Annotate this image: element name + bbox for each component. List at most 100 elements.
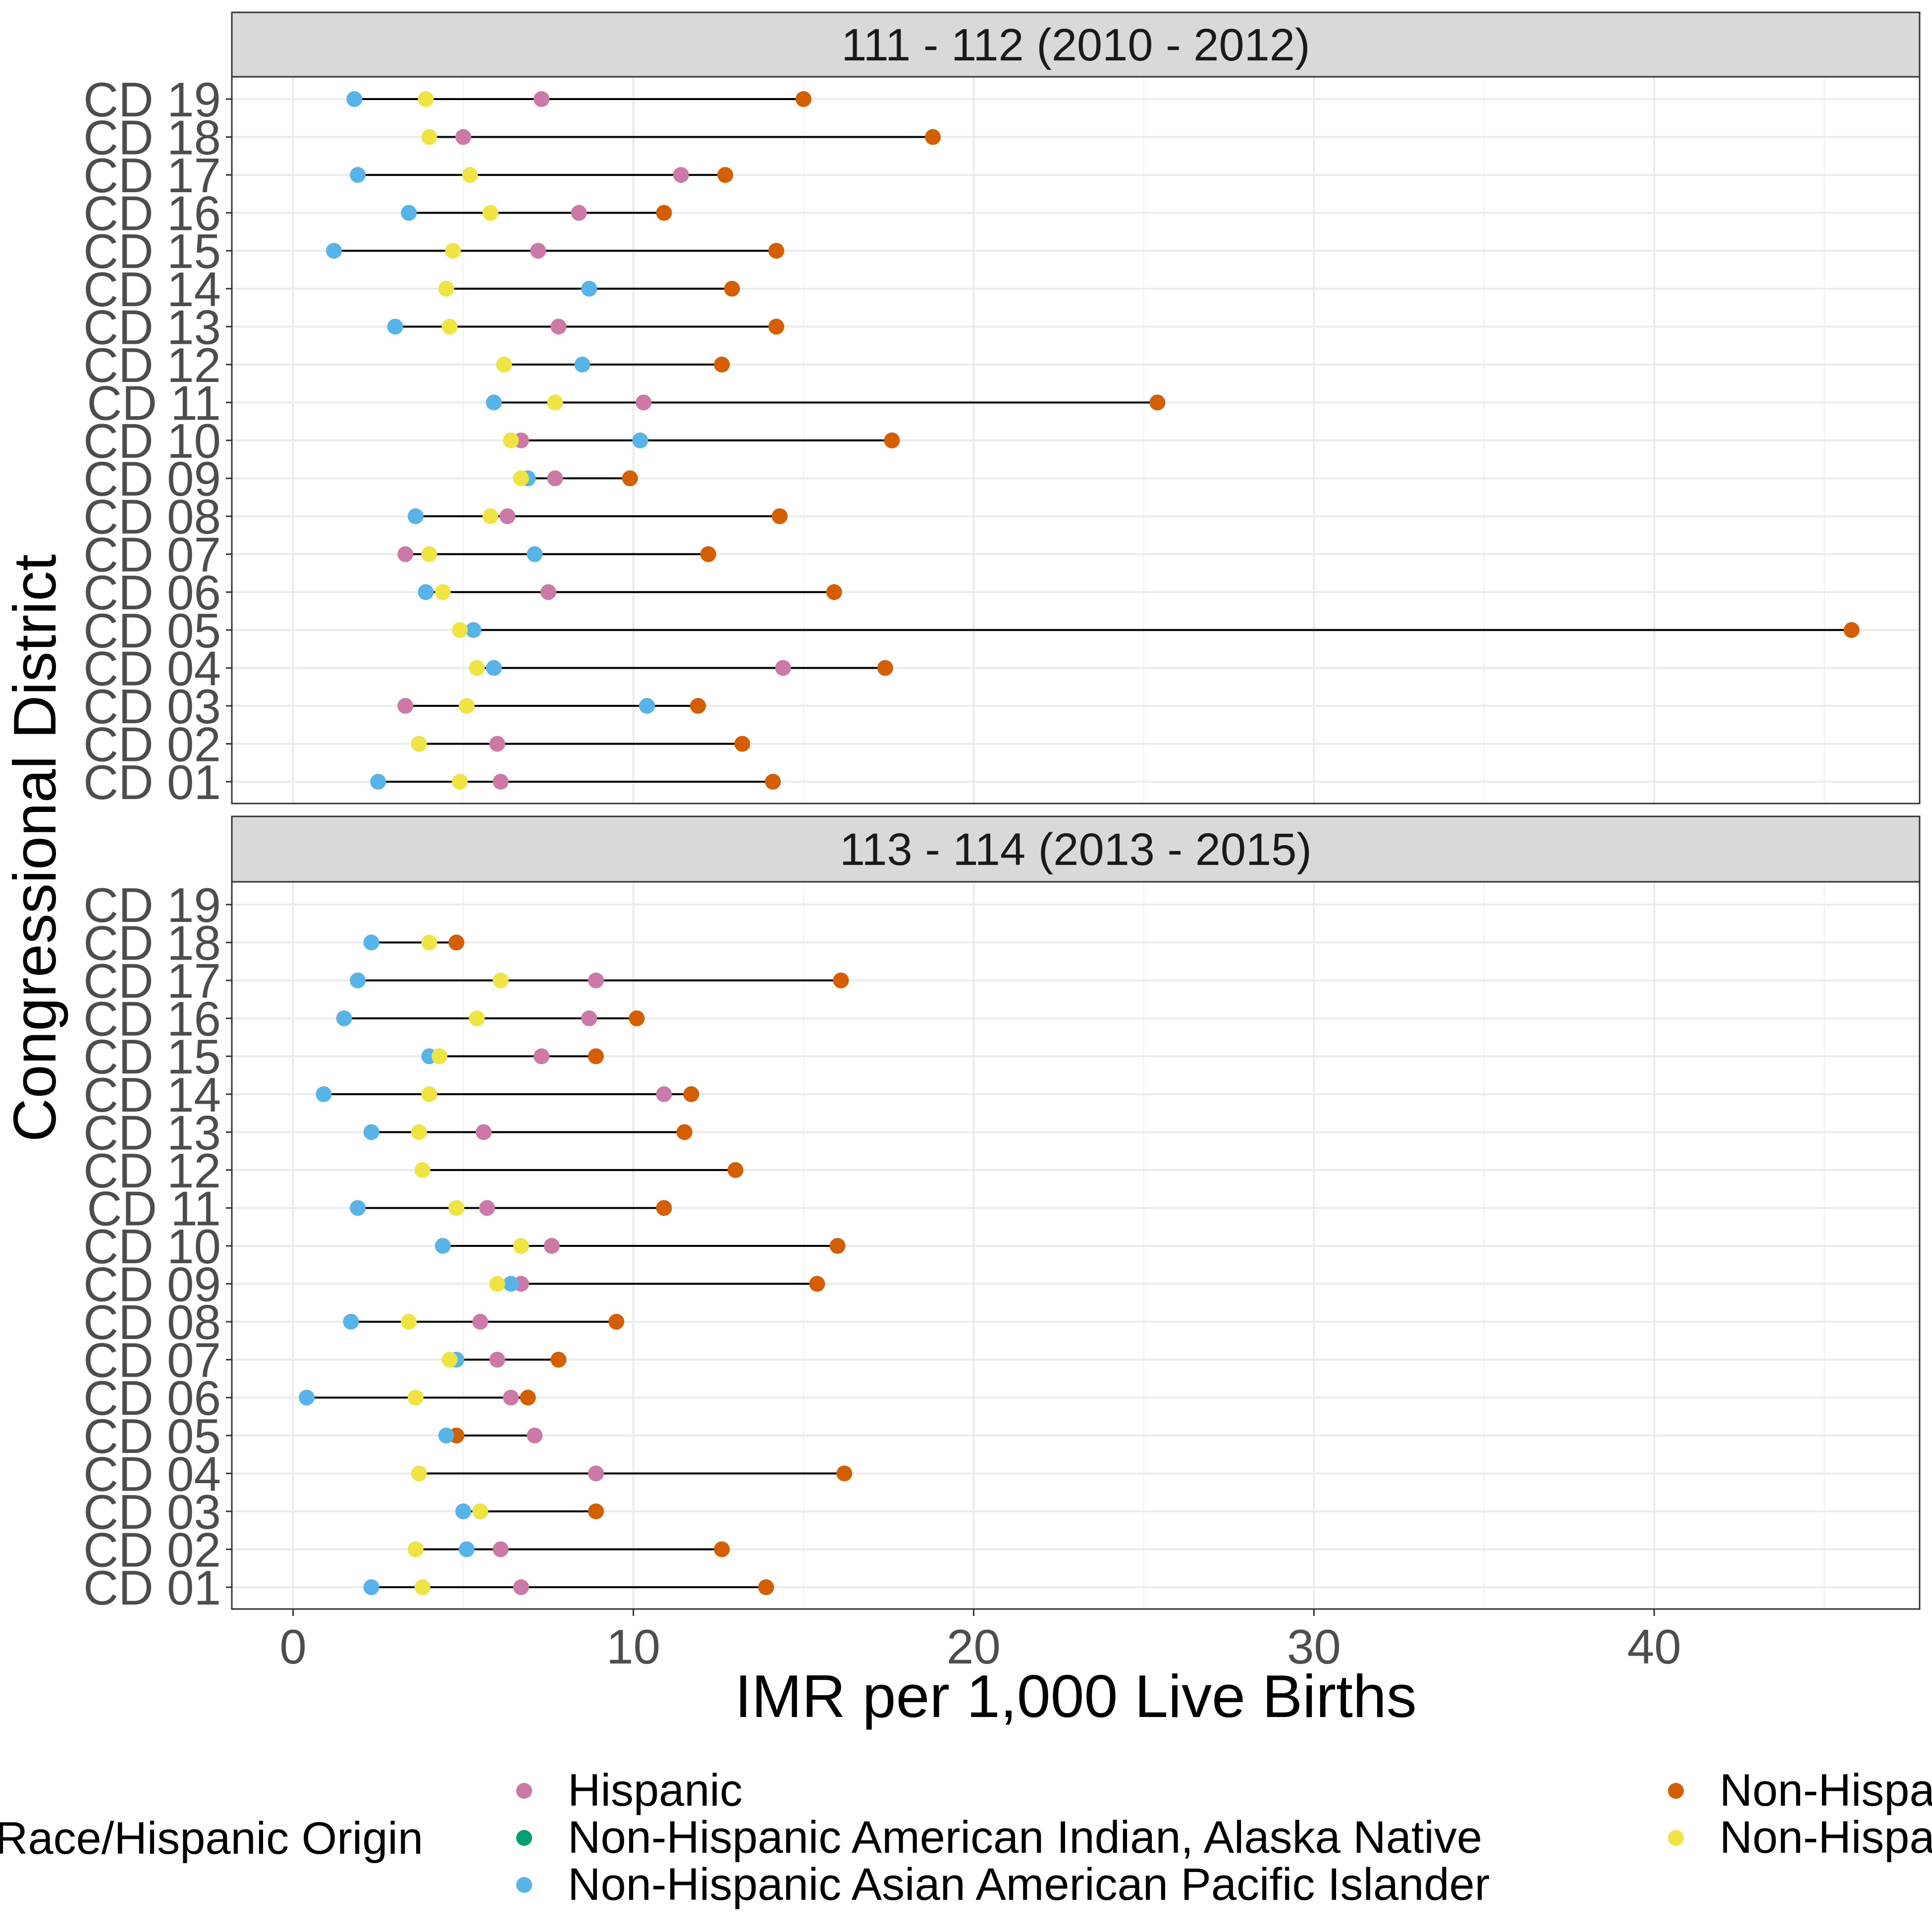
point-hispanic: [499, 508, 516, 525]
point-nh-dark: [550, 1351, 567, 1368]
y-tick-label: CD 02: [83, 717, 221, 771]
point-nh-dark: [765, 774, 781, 790]
point-aapi: [418, 584, 434, 600]
facet-strip: [231, 815, 1921, 883]
point-aapi: [485, 660, 502, 676]
point-hispanic: [540, 584, 556, 600]
legend-label: Non-Hispa: [1719, 1765, 1932, 1816]
point-aapi: [465, 622, 482, 638]
y-tick-label: CD 09: [83, 1257, 221, 1312]
y-tick-label: CD 13: [83, 300, 221, 354]
point-nh-dark: [629, 1010, 645, 1026]
point-nh-yellow: [492, 972, 509, 989]
point-nh-dark: [826, 584, 842, 600]
point-aapi: [363, 1579, 379, 1595]
y-tick-label: CD 09: [83, 452, 221, 506]
point-nh-dark: [758, 1579, 774, 1595]
point-nh-yellow: [418, 91, 434, 107]
legend-key: [1668, 1830, 1684, 1846]
legend-key: [516, 1830, 532, 1846]
point-nh-dark: [608, 1314, 625, 1330]
point-aapi: [438, 1427, 454, 1444]
point-aapi: [503, 1276, 519, 1292]
y-tick-label: CD 03: [83, 1485, 221, 1539]
point-hispanic: [455, 129, 472, 145]
point-hispanic: [543, 1238, 560, 1254]
y-tick-label: CD 07: [83, 1333, 221, 1388]
point-aapi: [370, 774, 386, 790]
legend-title: Race/Hispanic Origin: [0, 1813, 423, 1864]
x-tick-label: 10: [606, 1619, 660, 1674]
point-nh-yellow: [434, 584, 451, 600]
point-nh-yellow: [431, 1048, 448, 1065]
point-hispanic: [775, 660, 791, 676]
point-hispanic: [513, 1579, 529, 1595]
point-nh-yellow: [489, 1276, 505, 1292]
point-aapi: [326, 243, 342, 259]
point-nh-yellow: [452, 622, 468, 638]
y-tick-label: CD 11: [87, 1181, 221, 1235]
point-hispanic: [489, 1351, 505, 1368]
point-nh-dark: [768, 243, 785, 259]
point-nh-yellow: [503, 432, 519, 448]
point-hispanic: [397, 546, 414, 562]
point-nh-dark: [714, 356, 730, 373]
y-tick-label: CD 01: [83, 755, 221, 809]
legend-key: [516, 1877, 532, 1893]
point-nh-dark: [1149, 394, 1166, 411]
point-nh-dark: [656, 205, 672, 221]
point-hispanic: [581, 1010, 597, 1026]
point-hispanic: [588, 1465, 604, 1482]
legend-label: Non-Hispa: [1719, 1812, 1932, 1863]
point-nh-dark: [925, 129, 941, 145]
point-nh-yellow: [483, 508, 499, 525]
point-nh-yellow: [438, 280, 454, 297]
point-nh-yellow: [414, 1579, 430, 1595]
point-nh-yellow: [496, 356, 512, 373]
point-nh-dark: [884, 432, 900, 448]
y-tick-label: CD 12: [83, 1143, 221, 1198]
point-aapi: [632, 432, 648, 448]
point-aapi: [387, 319, 403, 335]
point-hispanic: [492, 1541, 509, 1557]
point-aapi: [407, 508, 424, 525]
y-tick-label: CD 14: [83, 262, 221, 317]
y-tick-label: CD 18: [83, 916, 221, 970]
point-hispanic: [534, 91, 550, 107]
y-tick-label: CD 08: [83, 489, 221, 544]
y-tick-label: CD 10: [83, 414, 221, 468]
point-nh-yellow: [513, 1238, 529, 1254]
point-aapi: [346, 91, 363, 107]
y-tick-label: CD 19: [83, 72, 221, 127]
point-nh-yellow: [452, 774, 468, 790]
point-aapi: [343, 1314, 359, 1330]
legend-key: [516, 1783, 532, 1799]
point-nh-yellow: [469, 1010, 485, 1026]
point-nh-dark: [448, 934, 465, 951]
y-tick-label: CD 16: [83, 186, 221, 241]
point-hispanic: [489, 736, 505, 752]
y-tick-label: CD 11: [87, 376, 221, 430]
point-aapi: [458, 1541, 475, 1557]
point-nh-yellow: [401, 1314, 417, 1330]
point-aapi: [639, 698, 655, 714]
point-nh-yellow: [411, 1124, 427, 1140]
point-nh-dark: [809, 1276, 825, 1292]
x-tick-label: 20: [947, 1619, 1001, 1674]
point-nh-dark: [622, 470, 638, 486]
legend-key: [1668, 1783, 1684, 1799]
x-tick-label: 40: [1627, 1619, 1681, 1674]
point-aapi: [527, 546, 543, 562]
point-nh-dark: [833, 972, 849, 989]
facet-strip: [231, 11, 1921, 78]
point-hispanic: [550, 319, 567, 335]
y-tick-label: CD 02: [83, 1522, 221, 1577]
point-nh-yellow: [513, 470, 529, 486]
point-hispanic: [656, 1086, 672, 1102]
point-nh-yellow: [411, 736, 427, 752]
legend-label: Non-Hispanic American Indian, Alaska Nat…: [568, 1812, 1482, 1863]
facet-title: 113 - 114 (2013 - 2015): [840, 824, 1312, 875]
point-aapi: [574, 356, 590, 373]
point-aapi: [581, 280, 597, 297]
